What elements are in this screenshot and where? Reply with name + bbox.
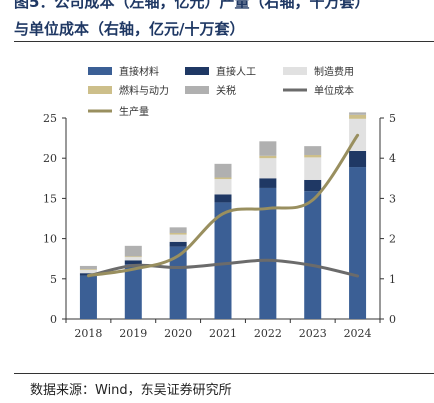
bar-segment — [349, 150, 367, 168]
chart-title-line-1: 图5：公司成本（左轴，亿元）产量（右轴，千万套） — [14, 0, 370, 11]
bars — [79, 112, 367, 319]
bar-segment — [304, 179, 322, 192]
left-tick-label: 0 — [50, 313, 57, 326]
bar-segment — [214, 202, 232, 319]
right-tick-label: 5 — [389, 112, 396, 125]
legend-label: 燃料与动力 — [119, 84, 169, 97]
legend-label: 生产量 — [119, 105, 149, 118]
bar-segment — [214, 163, 232, 178]
x-tick-label: 2023 — [299, 327, 327, 340]
left-tick-label: 10 — [43, 233, 57, 246]
lines — [86, 133, 360, 278]
bar-segment — [124, 256, 142, 258]
bar-segment — [79, 269, 97, 274]
axes: 0 5 10 15 20 25 0 1 2 3 4 5 2018 2019 2020 2021 2022 2023… — [43, 112, 396, 340]
bar-segment — [214, 179, 232, 195]
bar-segment — [169, 227, 187, 233]
right-tick-label: 0 — [389, 313, 396, 326]
bar-segment — [304, 154, 322, 158]
x-tick-label: 2018 — [74, 327, 102, 340]
right-tick-label: 1 — [389, 273, 396, 286]
bar-segment — [169, 246, 187, 319]
top-divider — [14, 41, 434, 42]
right-tick-label: 3 — [389, 192, 396, 205]
legend-swatch — [283, 67, 307, 75]
bottom-divider — [14, 373, 434, 374]
legend-swatch — [88, 86, 112, 94]
x-tick-label: 2022 — [254, 327, 282, 340]
bar-segment — [124, 264, 142, 319]
legend-label: 关税 — [216, 84, 236, 97]
x-tick-label: 2020 — [164, 327, 192, 340]
legend-label: 直接材料 — [119, 65, 159, 78]
bar-segment — [259, 158, 277, 179]
bar-segment — [349, 167, 367, 319]
bar-segment — [259, 155, 277, 159]
bar-segment — [79, 265, 97, 270]
legend-label: 制造费用 — [314, 65, 354, 78]
left-tick-label: 15 — [43, 192, 57, 205]
bar-segment — [214, 194, 232, 203]
bar-segment — [304, 157, 322, 180]
bar-segment — [214, 177, 232, 180]
left-tick-label: 20 — [43, 152, 57, 165]
series-line — [86, 133, 360, 278]
left-tick-label: 25 — [43, 112, 57, 125]
legend-label: 直接人工 — [216, 65, 256, 78]
bar-segment — [169, 241, 187, 247]
bar-segment — [124, 245, 142, 257]
bar-segment — [304, 146, 322, 155]
left-tick-label: 5 — [50, 273, 57, 286]
legend-label: 单位成本 — [314, 84, 354, 97]
series-line — [86, 258, 360, 278]
bar-segment — [349, 112, 367, 115]
x-tick-label: 2024 — [344, 327, 372, 340]
x-tick-label: 2021 — [209, 327, 237, 340]
bar-segment — [124, 257, 142, 261]
bar-segment — [259, 187, 277, 319]
data-source-note: 数据来源：Wind，东吴证券研究所 — [30, 383, 232, 398]
right-tick-label: 4 — [389, 152, 396, 165]
legend-swatch — [185, 67, 209, 75]
bar-segment — [169, 234, 187, 242]
bar-segment — [259, 141, 277, 156]
bar-segment — [79, 275, 97, 319]
bar-segment — [124, 260, 142, 265]
bar-segment — [349, 114, 367, 119]
bar-segment — [79, 269, 97, 270]
bar-segment — [259, 178, 277, 188]
right-tick-label: 2 — [389, 233, 396, 246]
bar-segment — [304, 191, 322, 319]
bar-segment — [169, 232, 187, 235]
x-tick-label: 2019 — [119, 327, 147, 340]
chart-title-line-2: 与单位成本（右轴，亿元/十万套） — [14, 20, 245, 38]
legend-swatch — [185, 86, 209, 94]
legend-swatch — [88, 67, 112, 75]
